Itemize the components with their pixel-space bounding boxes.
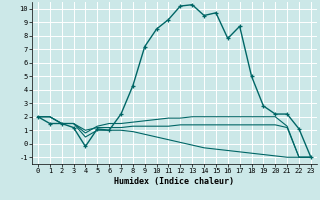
X-axis label: Humidex (Indice chaleur): Humidex (Indice chaleur) — [115, 177, 234, 186]
